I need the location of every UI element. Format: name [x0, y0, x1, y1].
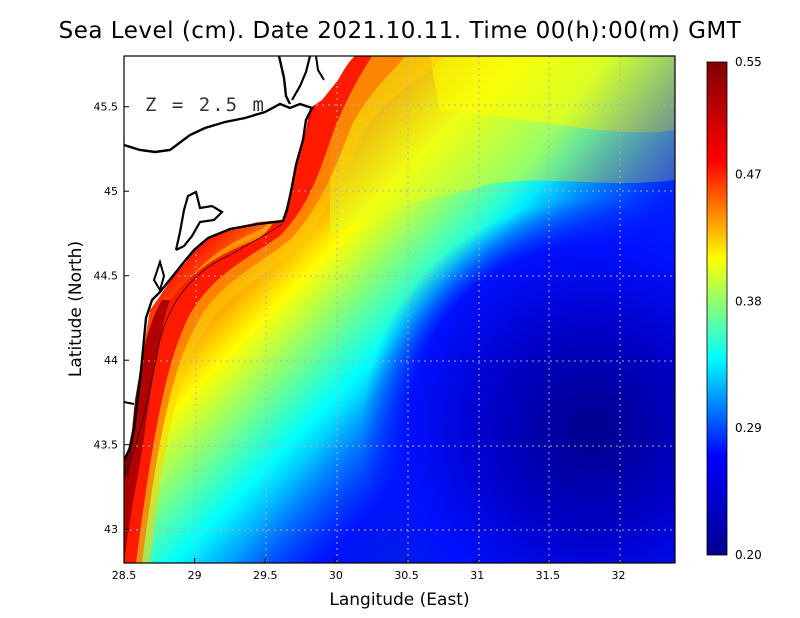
x-tick-label: 31	[470, 569, 484, 582]
y-tick-label: 44	[104, 354, 118, 367]
x-tick-label: 30	[329, 569, 343, 582]
x-tick-label: 28.5	[112, 569, 137, 582]
coastline	[315, 56, 325, 81]
y-axis: 43 43.5 44 44.5 45 45.5	[94, 101, 129, 536]
shelf-contour	[124, 223, 283, 479]
coastline	[277, 56, 292, 105]
x-tick-label: 32	[611, 569, 625, 582]
x-tick-label: 29	[188, 569, 202, 582]
colorbar-tick-label: 0.29	[735, 421, 762, 435]
colorbar-tick-label: 0.38	[735, 294, 762, 308]
coastline	[291, 56, 312, 101]
sea-level-field: Z = 2.5 m	[124, 56, 675, 563]
y-tick-label: 45.5	[94, 101, 119, 114]
y-tick-label: 44.5	[94, 270, 119, 283]
x-tick-label: 29.5	[253, 569, 278, 582]
colorbar-tick-label: 0.47	[735, 168, 762, 182]
y-tick-label: 43.5	[94, 439, 119, 452]
coastline	[124, 401, 135, 405]
y-tick-label: 45	[104, 185, 118, 198]
land-mass	[124, 56, 355, 460]
depth-label: Z = 2.5 m	[145, 94, 266, 116]
coastline	[124, 102, 314, 461]
x-axis-title: Langitude (East)	[329, 590, 470, 610]
map-title: Sea Level (cm). Date 2021.10.11. Time 00…	[58, 18, 742, 44]
x-tick-label: 31.5	[536, 569, 561, 582]
colorbar-scale	[706, 61, 728, 556]
x-axis: 28.5 29 29.5 30 30.5 31 31.5 32	[112, 558, 625, 582]
x-tick-label: 30.5	[394, 569, 419, 582]
colorbar-tick-label: 0.20	[735, 548, 762, 562]
colorbar-tick-label: 0.55	[735, 55, 762, 69]
plot-frame	[123, 55, 676, 564]
y-axis-title: Latitude (North)	[66, 240, 86, 378]
coastline	[152, 258, 166, 293]
colorbar-ticks: 0.55 0.47 0.38 0.29 0.20	[735, 55, 762, 562]
coastline	[174, 190, 224, 251]
y-tick-label: 43	[104, 523, 118, 536]
